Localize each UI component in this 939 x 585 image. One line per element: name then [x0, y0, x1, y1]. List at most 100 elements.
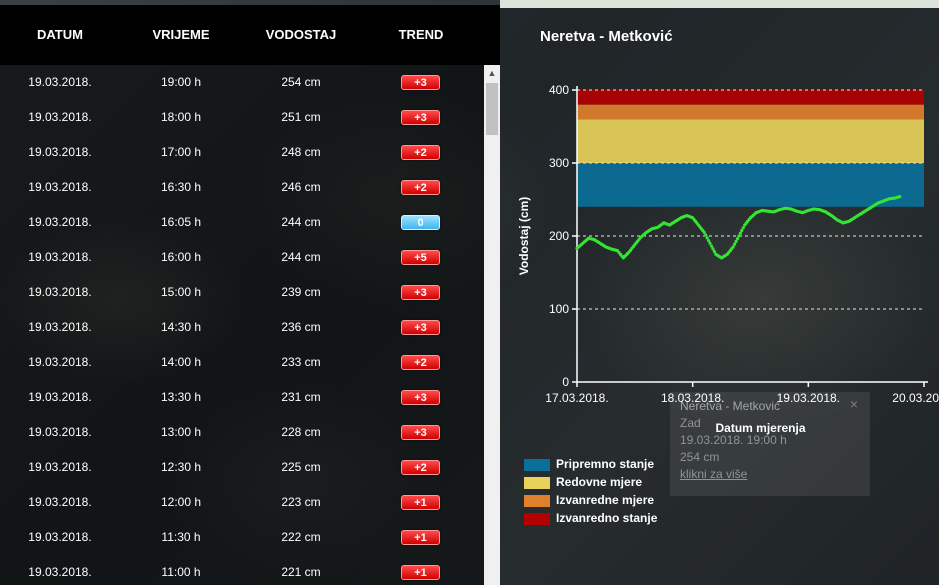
zone-band: [577, 119, 924, 163]
cell-date: 19.03.2018.: [28, 495, 92, 509]
data-point: [735, 237, 740, 241]
table-row[interactable]: 19.03.2018. 17:00 h 248 cm +2: [0, 135, 484, 170]
trend-badge: +5: [401, 250, 440, 265]
table-body[interactable]: 19.03.2018. 19:00 h 254 cm +3 19.03.2018. 18:…: [0, 65, 484, 585]
table-row[interactable]: 19.03.2018. 11:00 h 221 cm +1: [0, 555, 484, 585]
trend-badge: +1: [401, 495, 440, 510]
cell-date: 19.03.2018.: [28, 530, 92, 544]
cell-date: 19.03.2018.: [28, 460, 92, 474]
cell-level: 228 cm: [281, 425, 321, 439]
table-row[interactable]: 19.03.2018. 18:00 h 251 cm +3: [0, 100, 484, 135]
legend-label: Izvanredno stanje: [556, 511, 658, 525]
cell-level: 222 cm: [281, 530, 321, 544]
cell-time: 16:00 h: [160, 250, 202, 264]
trend-badge: 0: [401, 215, 440, 230]
data-point: [702, 230, 706, 234]
header-time[interactable]: VRIJEME: [152, 27, 210, 42]
header-trend[interactable]: TREND: [398, 27, 444, 42]
y-tick-label: 400: [549, 83, 569, 97]
cell-date: 19.03.2018.: [28, 320, 92, 334]
cell-level: 233 cm: [281, 355, 321, 369]
table-row[interactable]: 19.03.2018. 16:05 h 244 cm 0: [0, 205, 484, 240]
x-tick-label: 20.03.2018.: [892, 391, 939, 405]
table-row[interactable]: 19.03.2018. 14:00 h 233 cm +2: [0, 345, 484, 380]
scroll-up-icon[interactable]: ▲: [484, 65, 500, 81]
popup-line: Zad: [680, 416, 701, 430]
legend-item[interactable]: Izvanredne mjere: [524, 492, 724, 510]
cell-date: 19.03.2018.: [28, 390, 92, 404]
x-tick-label: 17.03.2018.: [545, 391, 608, 405]
x-tick-label: 19.03.2018.: [777, 391, 840, 405]
trend-badge: +2: [401, 355, 440, 370]
cell-time: 12:30 h: [160, 460, 202, 474]
legend-item[interactable]: Redovne mjere: [524, 474, 724, 492]
table-row[interactable]: 19.03.2018. 12:30 h 225 cm +2: [0, 450, 484, 485]
table-row[interactable]: 19.03.2018. 16:30 h 246 cm +2: [0, 170, 484, 205]
data-point: [709, 244, 714, 248]
y-tick-label: 0: [562, 375, 569, 389]
cell-level: 246 cm: [281, 180, 321, 194]
table-row[interactable]: 19.03.2018. 11:30 h 222 cm +1: [0, 520, 484, 555]
trend-badge: +3: [401, 75, 440, 90]
header-date[interactable]: DATUM: [37, 27, 83, 42]
close-icon[interactable]: ×: [849, 396, 858, 412]
table-row[interactable]: 19.03.2018. 13:00 h 228 cm +3: [0, 415, 484, 450]
cell-level: 244 cm: [281, 250, 321, 264]
data-point: [704, 233, 708, 237]
cell-time: 13:30 h: [160, 390, 202, 404]
table-row[interactable]: 19.03.2018. 14:30 h 236 cm +3: [0, 310, 484, 345]
data-point: [731, 245, 735, 249]
legend-label: Pripremno stanje: [556, 457, 655, 471]
cell-level: 225 cm: [281, 460, 321, 474]
table-row[interactable]: 19.03.2018. 12:00 h 223 cm +1: [0, 485, 484, 520]
zone-band: [577, 90, 924, 105]
data-point: [711, 247, 715, 251]
cell-time: 19:00 h: [160, 75, 202, 89]
cell-time: 15:00 h: [160, 285, 202, 299]
legend-swatch: [524, 459, 550, 471]
popup-level: 254 cm: [680, 450, 720, 464]
header-level[interactable]: VODOSTAJ: [265, 27, 337, 42]
table-row[interactable]: 19.03.2018. 15:00 h 239 cm +3: [0, 275, 484, 310]
trend-badge: +3: [401, 285, 440, 300]
legend-swatch: [524, 495, 550, 507]
data-point: [737, 234, 741, 238]
legend-item[interactable]: Izvanredno stanje: [524, 510, 724, 528]
trend-badge: +2: [401, 180, 440, 195]
cell-date: 19.03.2018.: [28, 145, 92, 159]
data-point: [708, 241, 712, 245]
trend-badge: +3: [401, 425, 440, 440]
cell-time: 14:30 h: [160, 320, 202, 334]
cell-time: 13:00 h: [160, 425, 202, 439]
legend-swatch: [524, 477, 550, 489]
legend-item[interactable]: Pripremno stanje: [524, 456, 724, 474]
cell-date: 19.03.2018.: [28, 285, 92, 299]
cell-level: 251 cm: [281, 110, 321, 124]
cell-time: 16:30 h: [160, 180, 202, 194]
data-point: [712, 249, 716, 254]
trend-badge: +2: [401, 460, 440, 475]
cell-time: 11:00 h: [161, 565, 201, 579]
cell-date: 19.03.2018.: [28, 425, 92, 439]
chart-legend: Pripremno stanje Redovne mjere Izvanredne …: [524, 456, 724, 528]
table-scrollbar[interactable]: ▲: [484, 65, 500, 585]
cell-level: 254 cm: [281, 75, 321, 89]
cell-time: 12:00 h: [160, 495, 202, 509]
data-point: [898, 194, 902, 199]
table-row[interactable]: 19.03.2018. 19:00 h 254 cm +3: [0, 65, 484, 100]
trend-badge: +3: [401, 320, 440, 335]
cell-level: 248 cm: [281, 145, 321, 159]
cell-time: 16:05 h: [160, 215, 202, 229]
trend-badge: +2: [401, 145, 440, 160]
popup-more-link[interactable]: klikni za više: [680, 467, 748, 481]
water-level-table: DATUM VRIJEME VODOSTAJ TREND 19.03.2018.…: [0, 5, 500, 585]
cell-level: 231 cm: [281, 390, 321, 404]
popup-title: Neretva - Metković: [680, 399, 781, 413]
scroll-thumb[interactable]: [486, 83, 498, 135]
cell-time: 17:00 h: [160, 145, 202, 159]
table-row[interactable]: 19.03.2018. 13:30 h 231 cm +3: [0, 380, 484, 415]
cell-level: 239 cm: [281, 285, 321, 299]
table-row[interactable]: 19.03.2018. 16:00 h 244 cm +5: [0, 240, 484, 275]
cell-date: 19.03.2018.: [28, 355, 92, 369]
zone-band: [577, 104, 924, 120]
